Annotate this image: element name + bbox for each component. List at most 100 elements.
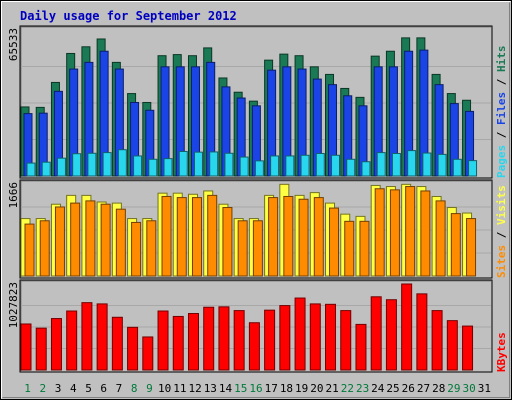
x-tick-label: 1 xyxy=(24,382,31,395)
x-tick-label: 30 xyxy=(463,382,476,395)
pages-bar xyxy=(468,160,478,177)
y-tick-label: 1666 xyxy=(7,182,20,209)
x-tick-label: 31 xyxy=(478,382,491,395)
x-tick-label: 3 xyxy=(55,382,62,395)
sites-bar xyxy=(176,197,187,277)
kbytes-bar xyxy=(81,302,93,371)
legend-separator: / xyxy=(495,225,508,245)
pages-bar xyxy=(391,152,401,177)
legend: KBytes xyxy=(495,332,508,372)
pages-bar xyxy=(178,150,188,177)
x-tick-label: 27 xyxy=(417,382,430,395)
panel-2: 1666 Sites / Visits xyxy=(7,179,508,279)
kbytes-bar xyxy=(20,323,32,371)
sites-bar xyxy=(100,203,111,277)
legend: Pages / Files / Hits xyxy=(495,46,508,179)
legend-sites: Sites xyxy=(495,245,508,278)
sites-bar xyxy=(222,207,233,277)
kbytes-bar xyxy=(401,283,413,371)
pages-bar xyxy=(331,154,341,177)
pages-bar xyxy=(300,154,310,177)
x-tick-label: 24 xyxy=(371,382,385,395)
pages-bar xyxy=(452,158,462,177)
kbytes-bar xyxy=(96,303,108,371)
sites-bar xyxy=(191,197,202,277)
pages-bar xyxy=(26,162,36,177)
x-axis: 1 2 3 4 5 6 7 8 9 10 11 12 13 14 15 16 17 18 19 20 21 22 23 24 2… xyxy=(24,382,491,395)
legend-visits: Visits xyxy=(495,185,508,225)
sites-bar xyxy=(389,189,400,277)
legend-files: Files xyxy=(495,92,508,125)
sites-bar xyxy=(24,223,35,277)
pages-bar xyxy=(117,149,127,177)
kbytes-bar xyxy=(157,310,169,371)
kbytes-bar xyxy=(172,315,184,371)
x-tick-label: 8 xyxy=(131,382,138,395)
x-tick-label: 18 xyxy=(280,382,293,395)
sites-bar xyxy=(268,197,279,277)
legend: Sites / Visits xyxy=(495,185,508,278)
pages-bar xyxy=(376,152,386,177)
sites-bar xyxy=(298,198,309,277)
pages-bar xyxy=(361,161,371,177)
sites-bar xyxy=(420,190,431,277)
pages-bar xyxy=(56,157,66,177)
x-tick-label: 13 xyxy=(204,382,217,395)
kbytes-bar xyxy=(203,306,215,371)
sites-bar xyxy=(70,202,81,277)
kbytes-bar xyxy=(385,299,397,371)
x-tick-label: 22 xyxy=(341,382,354,395)
kbytes-bar xyxy=(462,325,474,371)
kbytes-bar xyxy=(233,310,245,371)
kbytes-bar xyxy=(218,306,230,371)
x-tick-label: 12 xyxy=(188,382,201,395)
sites-bar xyxy=(344,220,355,277)
pages-bar xyxy=(270,155,280,177)
pages-bar xyxy=(209,151,219,177)
pages-bar xyxy=(102,152,112,177)
x-tick-label: 14 xyxy=(219,382,233,395)
sites-bar xyxy=(435,200,446,277)
kbytes-bar xyxy=(279,305,291,371)
x-tick-label: 29 xyxy=(447,382,460,395)
x-tick-label: 28 xyxy=(432,382,445,395)
kbytes-bar xyxy=(370,296,382,371)
pages-bar xyxy=(41,161,51,177)
sites-bar xyxy=(207,194,218,277)
sites-bar xyxy=(39,220,50,277)
sites-bar xyxy=(131,221,142,277)
sites-bar xyxy=(54,206,65,277)
x-tick-label: 11 xyxy=(173,382,186,395)
kbytes-bar xyxy=(294,297,306,371)
kbytes-bar xyxy=(142,336,154,371)
kbytes-bar xyxy=(35,327,47,371)
kbytes-bar xyxy=(66,310,78,371)
pages-bar xyxy=(193,151,203,177)
sites-bar xyxy=(374,188,385,277)
kbytes-bar xyxy=(416,293,428,371)
legend-separator: / xyxy=(495,125,508,145)
kbytes-bar xyxy=(248,322,260,371)
x-tick-label: 19 xyxy=(295,382,308,395)
kbytes-bar xyxy=(431,310,443,371)
pages-bar xyxy=(163,158,173,177)
x-tick-label: 2 xyxy=(40,382,47,395)
sites-bar xyxy=(146,220,157,277)
sites-bar xyxy=(405,186,416,277)
sites-bar xyxy=(115,208,126,277)
pages-bar xyxy=(254,160,264,177)
sites-bar xyxy=(450,213,461,277)
sites-bar xyxy=(466,218,477,277)
kbytes-bar xyxy=(127,326,139,371)
x-tick-label: 5 xyxy=(85,382,92,395)
x-tick-label: 6 xyxy=(100,382,107,395)
sites-bar xyxy=(329,207,340,277)
pages-bar xyxy=(133,155,143,177)
pages-bar xyxy=(148,158,158,177)
pages-bar xyxy=(239,156,249,177)
x-tick-label: 17 xyxy=(265,382,278,395)
kbytes-bar xyxy=(309,303,321,371)
